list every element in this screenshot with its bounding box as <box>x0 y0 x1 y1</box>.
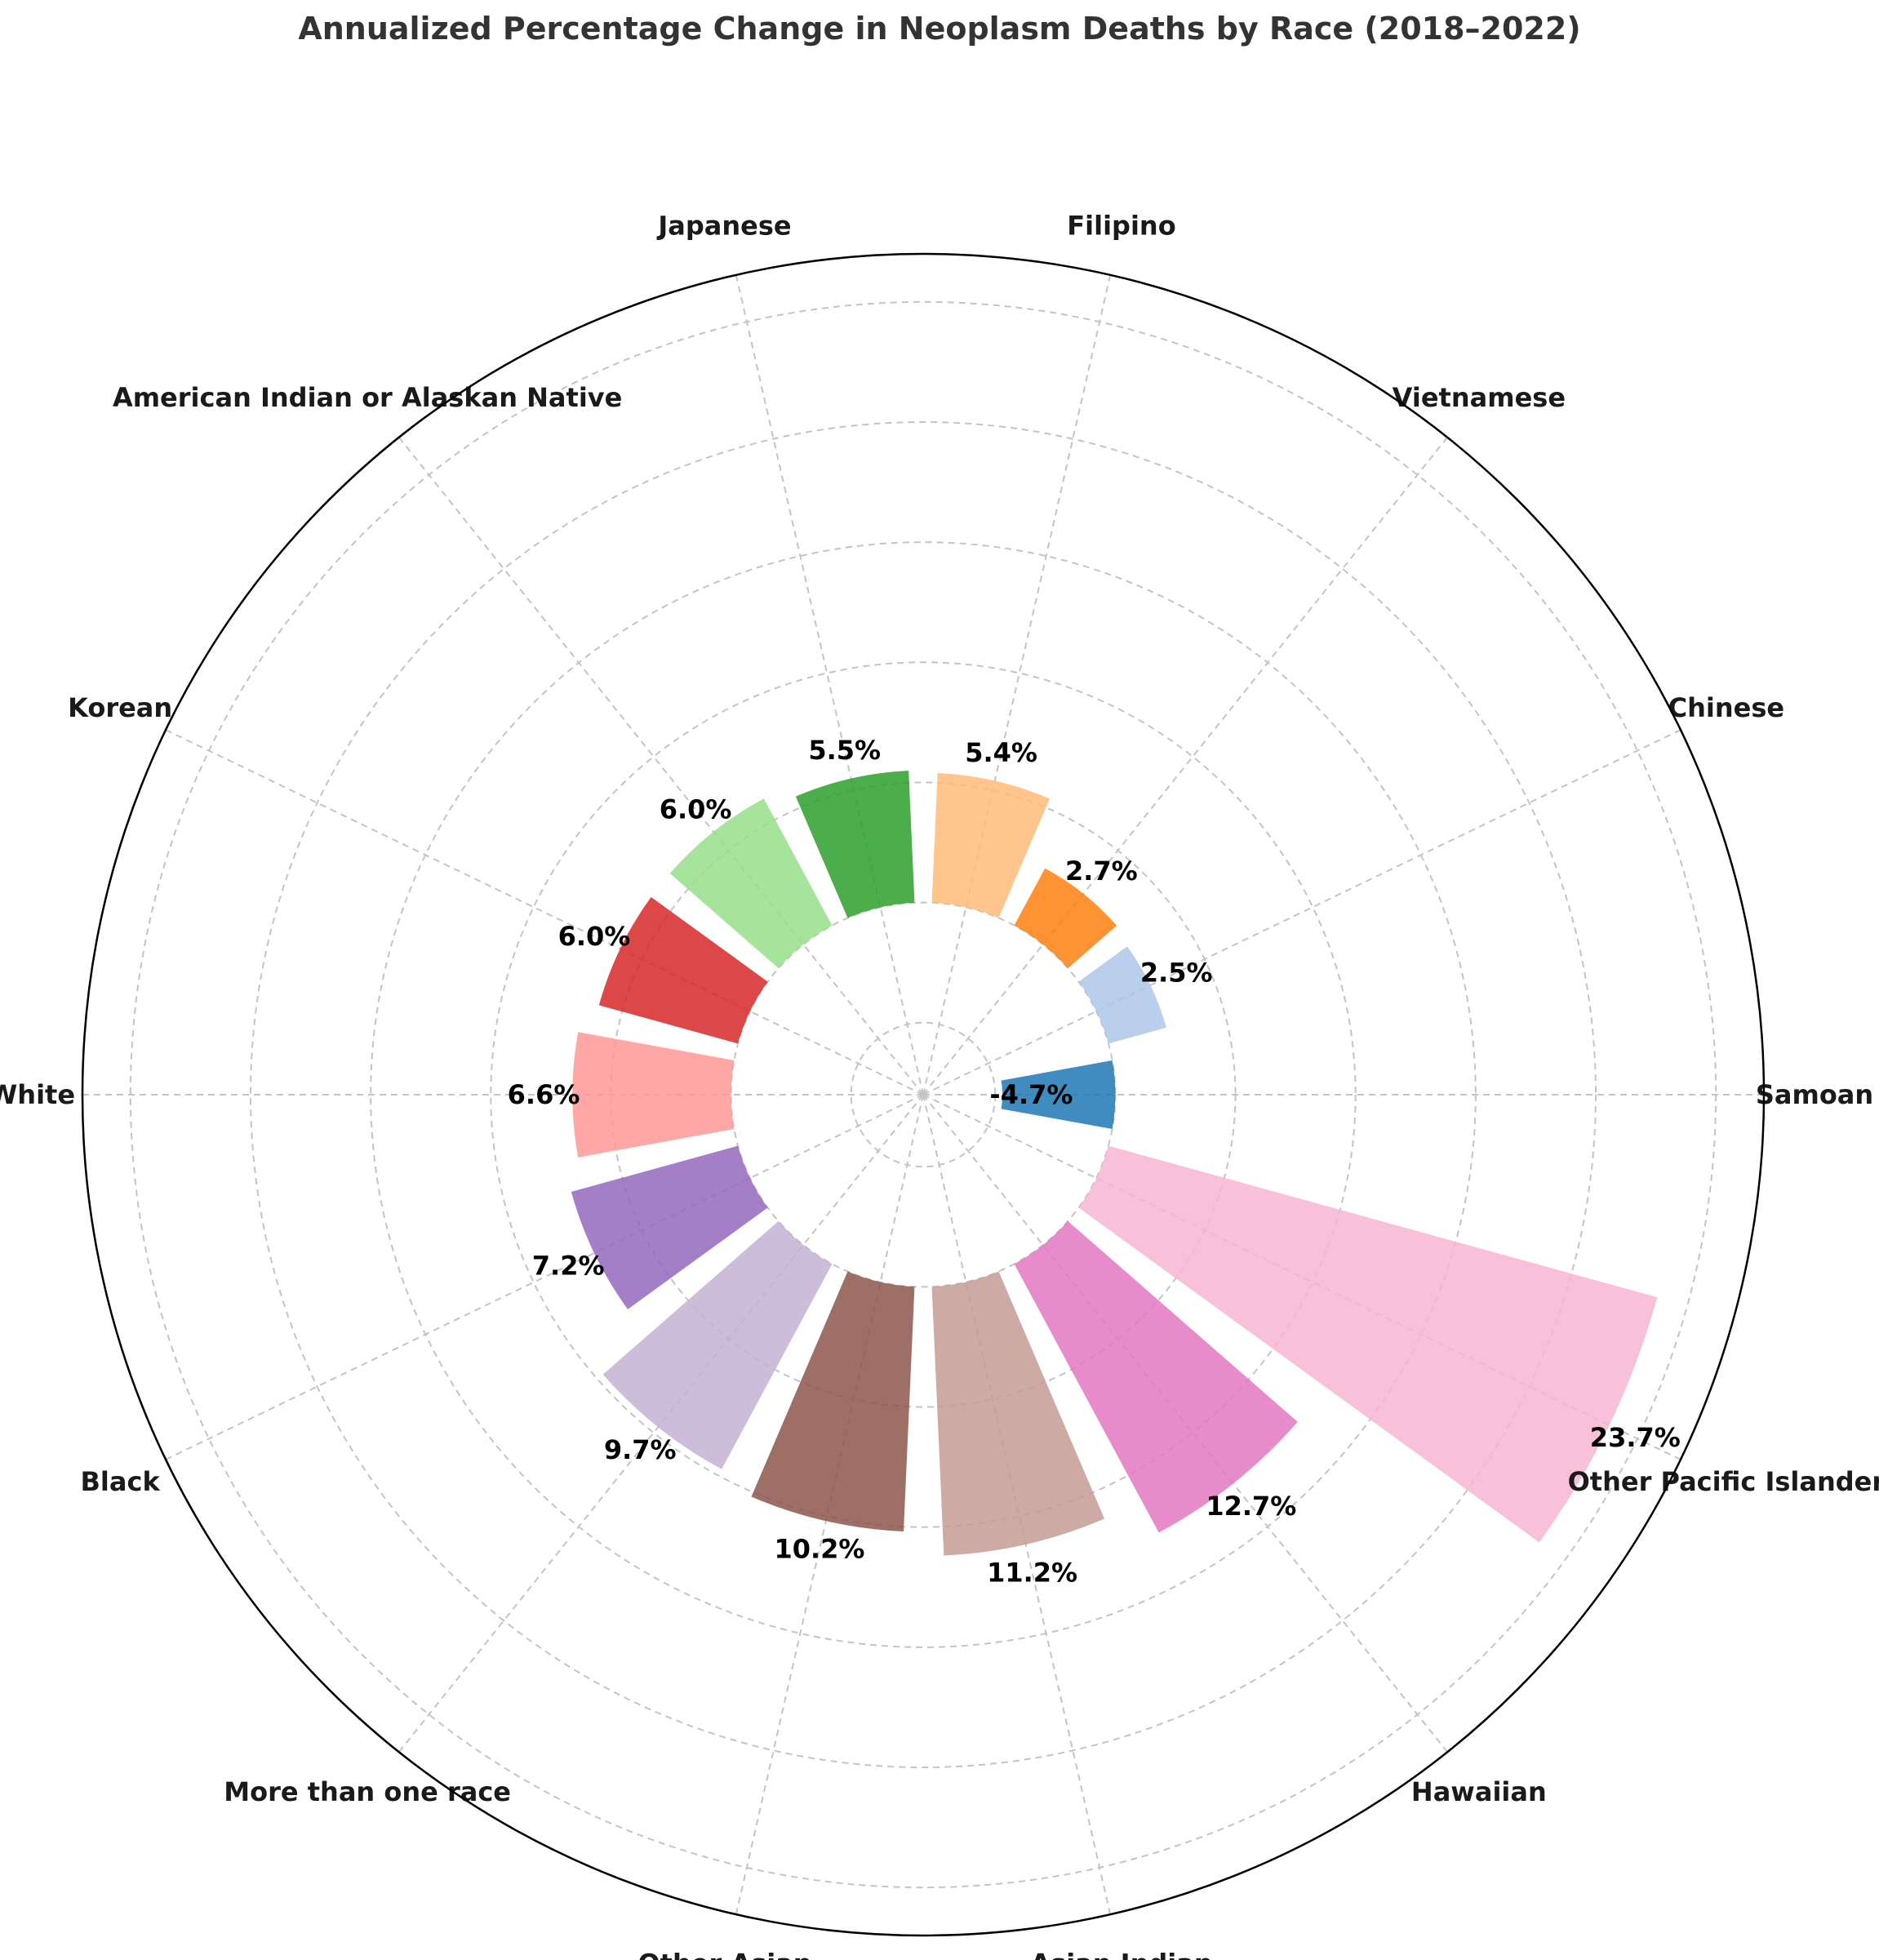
category-label-american-indian-or-alaskan-native: American Indian or Alaskan Native <box>113 382 622 413</box>
value-label-chinese: 2.5% <box>1140 958 1213 989</box>
category-label-white: White <box>0 1079 75 1110</box>
label-group: -4.7% Samoan 2.5% Chinese 2.7% Vietnamese 5.4%… <box>0 210 1879 1960</box>
bar-white <box>572 1032 735 1158</box>
category-label-other-pacific-islander: Other Pacific Islander <box>1568 1466 1879 1497</box>
category-label-japanese: Japanese <box>656 210 791 241</box>
category-label-samoan: Samoan <box>1756 1079 1873 1110</box>
bar-more-than-one-race <box>602 1220 833 1469</box>
bar-other-asian <box>751 1271 915 1532</box>
grid-spoke <box>735 274 924 1096</box>
value-label-white: 6.6% <box>508 1079 580 1110</box>
bar-vietnamese <box>1014 868 1117 969</box>
category-label-korean: Korean <box>68 692 172 723</box>
polar-center <box>919 1091 927 1099</box>
grid-ring <box>490 661 1357 1528</box>
grid-spoke <box>398 437 924 1096</box>
category-label-more-than-one-race: More than one race <box>224 1776 511 1807</box>
value-label-vietnamese: 2.7% <box>1065 856 1138 887</box>
chart-title: Annualized Percentage Change in Neoplasm… <box>298 11 1580 47</box>
value-label-korean: 6.0% <box>558 921 631 952</box>
bar-other-pacific-islander <box>1078 1145 1658 1543</box>
value-label-asian-indian: 11.2% <box>987 1557 1077 1588</box>
value-label-black: 7.2% <box>532 1250 605 1281</box>
value-label-japanese: 5.5% <box>808 735 881 766</box>
value-label-other-asian: 10.2% <box>774 1534 864 1565</box>
bar-asian-indian <box>931 1271 1105 1556</box>
bar-japanese <box>795 771 915 918</box>
value-label-filipino: 5.4% <box>965 737 1037 768</box>
category-label-filipino: Filipino <box>1067 210 1175 241</box>
value-label-samoan: -4.7% <box>989 1079 1073 1110</box>
bar-group <box>571 771 1658 1556</box>
polar-grid <box>82 274 1764 1915</box>
value-label-hawaiian: 12.7% <box>1206 1491 1296 1522</box>
value-label-more-than-one-race: 9.7% <box>604 1434 677 1465</box>
grid-spoke <box>922 1094 1112 1915</box>
category-label-other-asian: Other Asian <box>637 1949 811 1960</box>
category-label-chinese: Chinese <box>1668 692 1784 723</box>
category-label-asian-indian: Asian Indian <box>1030 1949 1212 1960</box>
bar-chinese <box>1078 946 1166 1044</box>
category-label-black: Black <box>81 1466 161 1497</box>
grid-spoke <box>165 729 924 1096</box>
grid-spoke <box>922 729 1681 1096</box>
category-label-hawaiian: Hawaiian <box>1411 1776 1547 1807</box>
polar-outer-ring <box>81 252 1766 1937</box>
bar-samoan <box>1001 1060 1116 1130</box>
grid-spoke <box>735 1094 924 1915</box>
bar-american-indian-or-alaskan-native <box>669 798 833 969</box>
category-label-vietnamese: Vietnamese <box>1393 382 1566 413</box>
grid-ring <box>250 421 1597 1768</box>
grid-spoke <box>922 274 1112 1096</box>
value-label-other-pacific-islander: 23.7% <box>1590 1422 1681 1453</box>
grid-spoke <box>922 1094 1448 1753</box>
value-label-american-indian-or-alaskan-native: 6.0% <box>660 793 732 824</box>
bar-hawaiian <box>1014 1220 1298 1533</box>
bar-black <box>571 1145 768 1309</box>
grid-spoke <box>165 1094 924 1460</box>
grid-spoke <box>398 1094 924 1753</box>
bar-filipino <box>931 773 1050 918</box>
grid-spoke <box>922 437 1448 1096</box>
bar-korean <box>598 896 768 1044</box>
